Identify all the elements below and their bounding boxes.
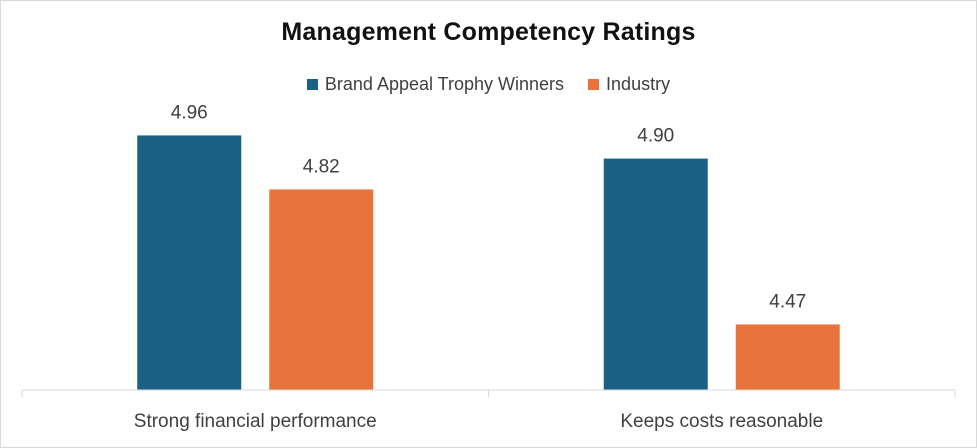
data-label-industry-1: 4.82	[303, 156, 340, 177]
legend-swatch-winners	[306, 79, 318, 90]
category-label-1: Strong financial performance	[134, 411, 377, 432]
bar-industry-1	[269, 189, 374, 390]
chart-title: Management Competency Ratings	[281, 18, 696, 46]
bar-industry-2	[735, 324, 840, 390]
category-label-2: Keeps costs reasonable	[620, 411, 823, 432]
legend-label-industry: Industry	[606, 74, 671, 94]
data-label-winners-2: 4.90	[637, 126, 674, 147]
data-label-winners-1: 4.96	[171, 102, 208, 123]
legend-item-winners: Brand Appeal Trophy Winners	[306, 74, 565, 95]
data-label-industry-2: 4.47	[769, 291, 806, 312]
legend-item-industry: Industry	[588, 74, 670, 95]
chart-legend: Brand Appeal Trophy Winners Industry	[0, 74, 977, 95]
bar-winners-2	[603, 158, 708, 390]
legend-swatch-industry	[588, 79, 600, 90]
bar-winners-1	[137, 135, 242, 390]
legend-label-winners: Brand Appeal Trophy Winners	[324, 74, 565, 94]
